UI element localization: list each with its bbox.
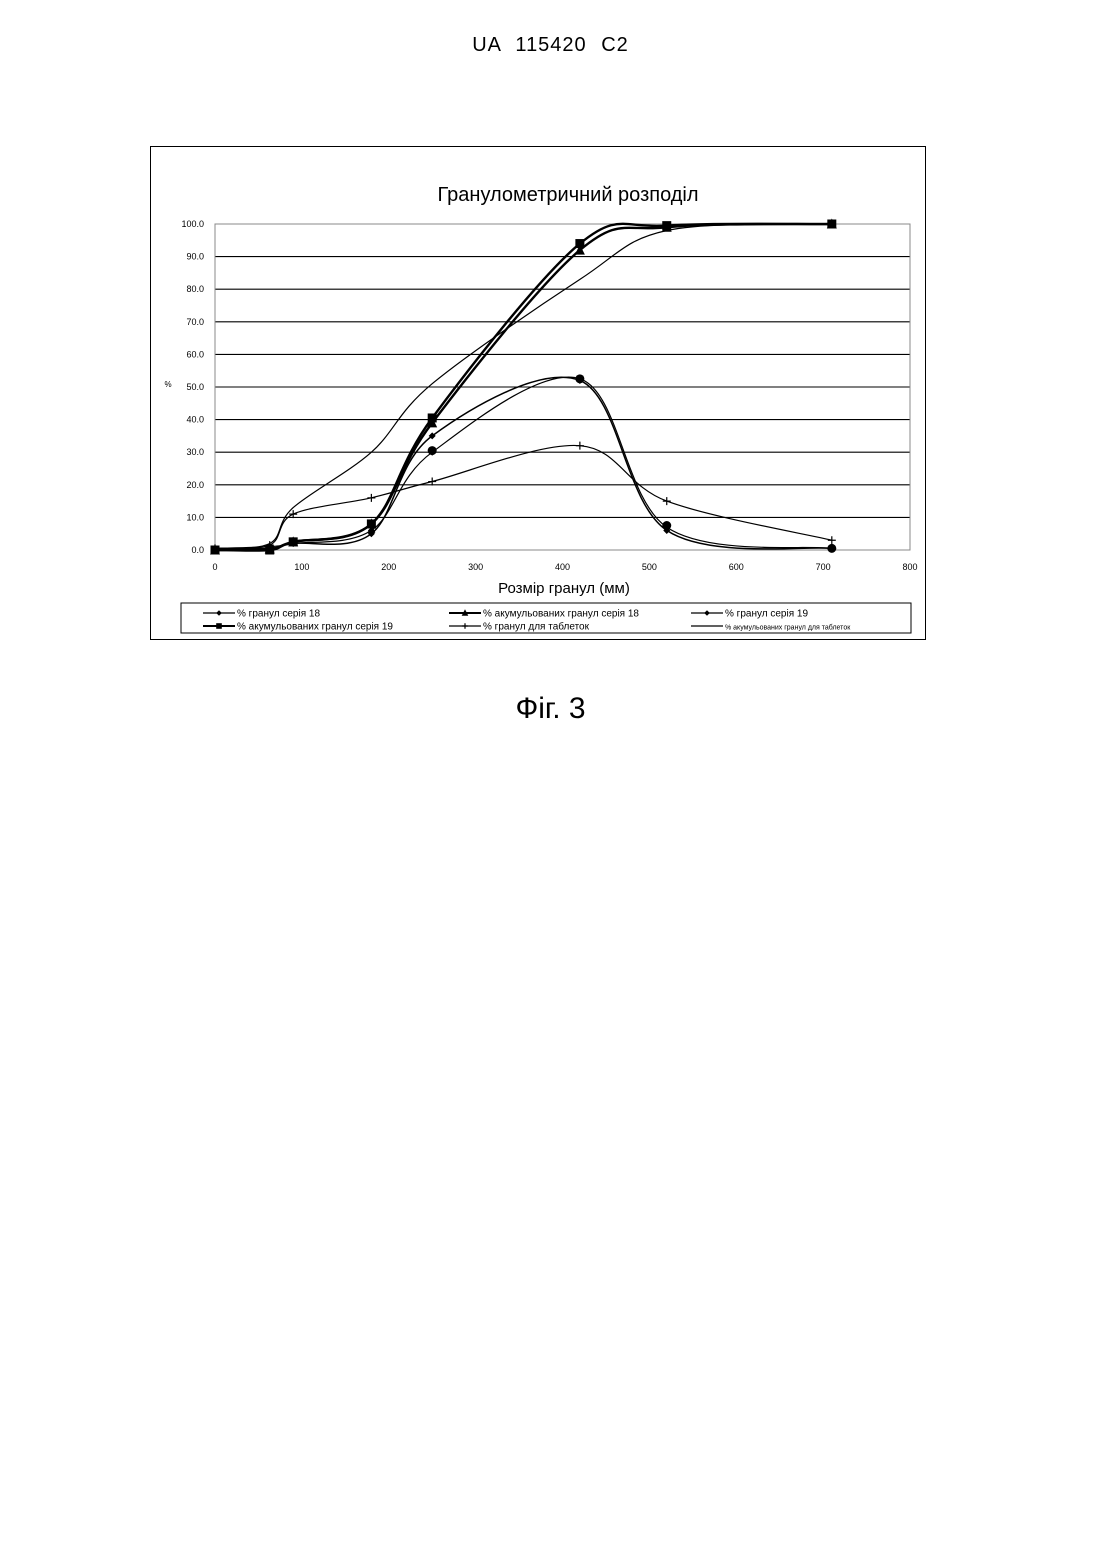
y-axis-label: %: [164, 380, 171, 389]
series-3-point-6: [662, 221, 671, 230]
x-axis-label: Розмір гранул (мм): [498, 580, 630, 597]
x-tick-label-1: 100: [294, 562, 309, 572]
series-4-point-5: [576, 442, 584, 450]
series-line-2: [215, 377, 832, 548]
grid-lines: [215, 224, 910, 550]
document-number: UA 115420 C2: [0, 34, 1101, 57]
y-tick-label-10: 100.0: [181, 219, 204, 229]
y-tick-label-1: 10.0: [186, 512, 204, 522]
legend-label-0: % гранул серія 18: [237, 609, 320, 620]
legend-marker-3: [216, 623, 222, 629]
y-tick-label-0: 0.0: [191, 545, 204, 555]
x-tick-label-7: 700: [816, 562, 831, 572]
legend-label-2: % гранул серія 19: [725, 609, 808, 620]
x-tick-label-6: 600: [729, 562, 744, 572]
x-tick-label-2: 200: [381, 562, 396, 572]
legend-label-4: % гранул для таблеток: [483, 621, 590, 633]
legend-label-3: % акумульованих гранул серія 19: [237, 622, 393, 633]
x-tick-label-8: 800: [902, 562, 917, 572]
legend: % гранул серія 18 % акумульованих гранул …: [181, 603, 911, 633]
y-tick-label-7: 70.0: [186, 317, 204, 327]
x-tick-label-3: 300: [468, 562, 483, 572]
series-3-point-4: [428, 413, 437, 422]
series-line-0: [215, 377, 832, 549]
series-3-point-7: [827, 220, 836, 229]
y-tick-label-2: 20.0: [186, 480, 204, 490]
series-3-point-3: [367, 519, 376, 528]
y-tick-label-5: 50.0: [186, 382, 204, 392]
series-4-point-3: [367, 494, 375, 502]
extra-marker-4: [827, 544, 836, 553]
y-tick-label-8: 80.0: [186, 284, 204, 294]
chart-svg: Гранулометричний розподіл 0.0 10.0 20.0 30.…: [151, 147, 924, 638]
y-tick-label-9: 90.0: [186, 252, 204, 262]
extra-marker-1: [428, 446, 437, 455]
series-3-point-5: [575, 239, 584, 248]
series-4-point-7: [828, 536, 836, 544]
y-tick-label-6: 60.0: [186, 349, 204, 359]
series-4-point-6: [663, 497, 671, 505]
extra-marker-2: [575, 374, 584, 383]
series-3-point-2: [289, 537, 298, 546]
x-tick-label-5: 500: [642, 562, 657, 572]
legend-label-1: % акумульованих гранул серія 18: [483, 609, 639, 620]
legend-label-5: % акумульованих гранул для таблеток: [725, 624, 851, 632]
chart-frame: Гранулометричний розподіл 0.0 10.0 20.0 30.…: [150, 146, 926, 640]
x-tick-label-0: 0: [212, 562, 217, 572]
y-tick-label-3: 30.0: [186, 447, 204, 457]
series-line-5: [215, 224, 832, 548]
y-tick-label-4: 40.0: [186, 415, 204, 425]
chart-title: Гранулометричний розподіл: [437, 184, 698, 206]
extra-marker-3: [662, 521, 671, 530]
x-tick-label-4: 400: [555, 562, 570, 572]
figure-caption: Фіг. 3: [0, 692, 1101, 726]
